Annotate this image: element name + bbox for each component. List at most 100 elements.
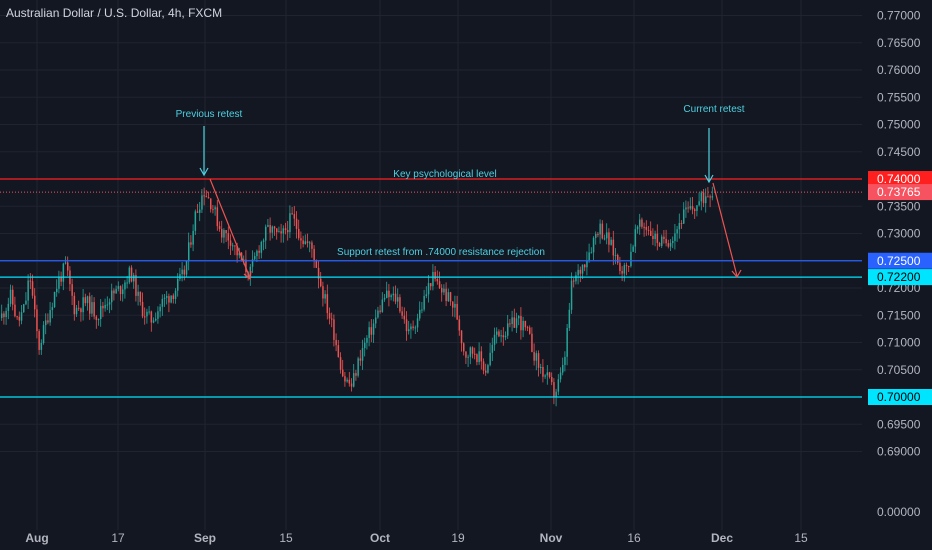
price-tick-label: 0.76500 bbox=[877, 36, 921, 50]
candle-body bbox=[93, 302, 95, 317]
candle-body bbox=[141, 301, 144, 317]
candle-body bbox=[150, 311, 153, 323]
candle-body bbox=[337, 345, 340, 358]
candle-body bbox=[119, 286, 122, 295]
candle-body bbox=[559, 372, 562, 380]
candle-body bbox=[419, 309, 421, 319]
candle-body bbox=[71, 284, 73, 296]
candle-body bbox=[111, 290, 113, 303]
candle-body bbox=[383, 297, 386, 300]
candle-body bbox=[236, 245, 238, 256]
candle-body bbox=[416, 318, 419, 328]
candle-body bbox=[645, 226, 648, 230]
candle-body bbox=[628, 265, 630, 267]
time-axis[interactable]: Aug 17 Sep 15 Oct 19 Nov 16 Dec 15 bbox=[25, 531, 808, 545]
candle-body bbox=[78, 307, 80, 309]
chart-title: Australian Dollar / U.S. Dollar, 4h, FXC… bbox=[6, 6, 223, 20]
candle-body bbox=[139, 291, 142, 302]
candle-body bbox=[97, 319, 100, 321]
candle-body bbox=[47, 320, 49, 323]
candle-body bbox=[570, 280, 573, 310]
candle-body bbox=[377, 310, 379, 318]
candle-body bbox=[447, 292, 450, 302]
candle-body bbox=[287, 230, 289, 233]
candle-body bbox=[9, 289, 12, 304]
candle-body bbox=[606, 232, 608, 239]
candle-body bbox=[210, 198, 212, 210]
candle-body bbox=[478, 351, 480, 363]
price-tick-label: 0.74500 bbox=[877, 145, 921, 159]
candle-body bbox=[27, 280, 29, 301]
candle-body bbox=[700, 192, 703, 202]
candle-body bbox=[293, 214, 296, 219]
candle-body bbox=[562, 364, 564, 373]
candle-body bbox=[168, 296, 170, 303]
level-72200-badge bbox=[868, 269, 932, 286]
candle-body bbox=[100, 305, 102, 320]
candle-body bbox=[588, 252, 590, 261]
candle-body bbox=[163, 297, 166, 299]
candle-body bbox=[298, 228, 300, 239]
candle-body bbox=[612, 239, 615, 256]
level-72500-badge bbox=[868, 252, 932, 269]
candle-body bbox=[14, 304, 16, 317]
candle-body bbox=[130, 267, 133, 282]
candle-body bbox=[529, 327, 531, 334]
candle-body bbox=[500, 335, 502, 337]
candle-body bbox=[339, 357, 342, 370]
candle-body bbox=[438, 281, 441, 288]
candle-body bbox=[465, 351, 467, 358]
candle-body bbox=[641, 219, 643, 227]
candle-body bbox=[289, 213, 291, 233]
time-tick-label: Dec bbox=[711, 531, 733, 545]
candle-body bbox=[82, 297, 84, 313]
candle-body bbox=[445, 288, 447, 302]
candle-body bbox=[687, 207, 689, 209]
candle-body bbox=[579, 269, 582, 274]
level-74000-label: 0.74000 bbox=[877, 172, 921, 186]
candle-body bbox=[430, 283, 432, 287]
time-tick-label: 15 bbox=[794, 531, 808, 545]
candle-body bbox=[201, 195, 203, 210]
candle-body bbox=[573, 280, 575, 282]
candle-body bbox=[603, 238, 606, 240]
candle-body bbox=[117, 286, 120, 289]
previous-drop-arrow bbox=[209, 178, 251, 279]
candle-body bbox=[122, 289, 124, 295]
candle-body bbox=[432, 271, 434, 287]
price-axis[interactable]: 0.77000 0.76500 0.76000 0.75500 0.75000 0.745… bbox=[868, 9, 932, 520]
candle-body bbox=[493, 334, 496, 345]
level-70000-badge bbox=[868, 389, 932, 405]
candle-body bbox=[621, 271, 623, 274]
candle-body bbox=[157, 311, 159, 319]
candle-body bbox=[346, 379, 348, 382]
candle-body bbox=[405, 319, 408, 332]
candle-body bbox=[159, 306, 161, 312]
candle-body bbox=[58, 277, 60, 289]
time-tick-label: Oct bbox=[370, 531, 390, 545]
candle-body bbox=[1, 313, 3, 318]
candle-body bbox=[216, 207, 219, 227]
candle-body bbox=[361, 348, 364, 361]
candle-body bbox=[306, 241, 309, 243]
candle-body bbox=[256, 250, 258, 257]
candle-body bbox=[91, 302, 93, 314]
candle-body bbox=[309, 242, 311, 244]
candle-body bbox=[566, 327, 568, 357]
candle-body bbox=[507, 323, 509, 336]
candle-body bbox=[146, 311, 148, 317]
candle-body bbox=[113, 290, 115, 294]
candle-body bbox=[526, 327, 529, 329]
candle-body bbox=[31, 281, 34, 296]
candle-body bbox=[489, 352, 491, 366]
level-74000-badge bbox=[868, 171, 932, 187]
candle-body bbox=[291, 213, 293, 215]
candle-body bbox=[335, 339, 337, 346]
candle-body bbox=[357, 358, 359, 376]
key-level-label: Key psychological level bbox=[393, 169, 496, 180]
candle-body bbox=[317, 267, 320, 279]
candle-body bbox=[509, 323, 511, 325]
candle-body bbox=[698, 201, 700, 206]
candle-body bbox=[542, 366, 544, 377]
